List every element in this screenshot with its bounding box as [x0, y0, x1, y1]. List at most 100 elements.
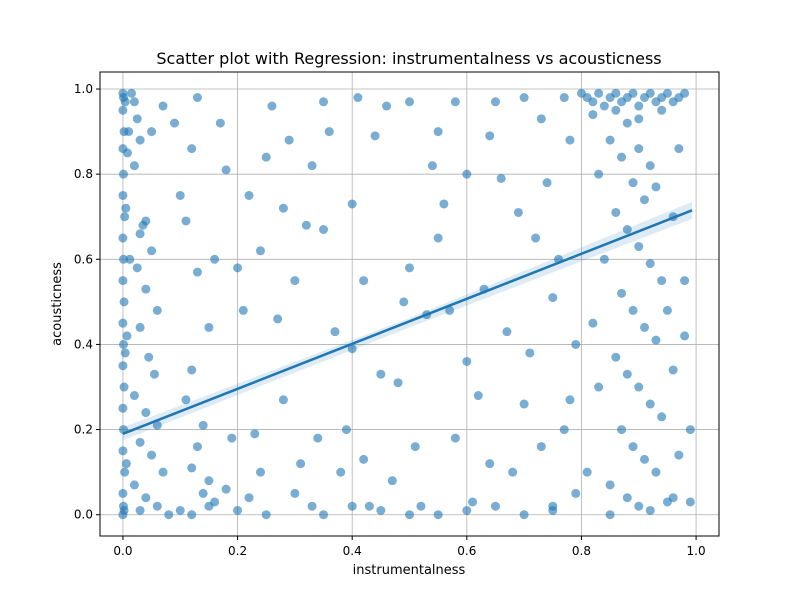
scatter-point [120, 348, 130, 358]
scatter-point [118, 339, 128, 349]
scatter-point [255, 246, 265, 256]
scatter-point [605, 135, 615, 145]
scatter-point [267, 101, 277, 111]
scatter-point [536, 114, 546, 124]
scatter-point [519, 93, 529, 103]
scatter-point [119, 382, 129, 392]
scatter-point [571, 339, 581, 349]
scatter-point [450, 433, 460, 443]
scatter-point [129, 480, 139, 490]
y-tick-label: 0.4 [74, 337, 93, 351]
scatter-point [313, 433, 323, 443]
scatter-point [301, 220, 311, 230]
scatter-point [525, 348, 535, 358]
scatter-point [674, 144, 684, 154]
x-tick-label: 0.0 [113, 544, 132, 558]
scatter-point [204, 322, 214, 332]
scatter-point [628, 178, 638, 188]
scatter-point [634, 501, 644, 511]
scatter-point [221, 165, 231, 175]
scatter-point [121, 203, 131, 213]
scatter-point [433, 233, 443, 243]
scatter-point [599, 101, 609, 111]
scatter-point [617, 152, 627, 162]
scatter-point [450, 97, 460, 107]
scatter-point [192, 267, 202, 277]
scatter-point [135, 437, 145, 447]
scatter-point [118, 446, 128, 456]
scatter-point [462, 356, 472, 366]
x-tick-label: 0.4 [343, 544, 362, 558]
scatter-point [651, 467, 661, 477]
scatter-point [290, 276, 300, 286]
scatter-point [233, 263, 243, 273]
scatter-point [353, 93, 363, 103]
scatter-point [639, 454, 649, 464]
scatter-point [347, 344, 357, 354]
scatter-point [594, 88, 604, 98]
chart-title: Scatter plot with Regression: instrument… [156, 49, 661, 68]
scatter-point [519, 399, 529, 409]
y-tick-label: 0.2 [74, 423, 93, 437]
scatter-point [662, 88, 672, 98]
scatter-point [387, 476, 397, 486]
scatter-point [588, 110, 598, 120]
scatter-point [382, 101, 392, 111]
scatter-point [617, 288, 627, 298]
y-axis-ticks: 0.0 0.2 0.4 0.6 0.8 1.0 [74, 82, 100, 522]
scatter-point [198, 488, 208, 498]
scatter-point [611, 88, 621, 98]
scatter-point [611, 352, 621, 362]
scatter-point [496, 173, 506, 183]
y-tick-label: 1.0 [74, 82, 93, 96]
scatter-point [376, 369, 386, 379]
scatter-point [119, 505, 129, 515]
scatter-point [611, 207, 621, 217]
x-axis-ticks: 0.0 0.2 0.4 0.6 0.8 1.0 [113, 536, 706, 558]
scatter-point [120, 467, 130, 477]
scatter-point [307, 161, 317, 171]
scatter-point [244, 493, 254, 503]
scatter-point [147, 450, 157, 460]
scatter-point [359, 454, 369, 464]
scatter-point [261, 510, 271, 520]
scatter-point [565, 135, 575, 145]
y-axis-label: acousticness [50, 262, 65, 346]
scatter-point [158, 101, 168, 111]
scatter-point [645, 161, 655, 171]
scatter-point [119, 297, 129, 307]
scatter-point [347, 501, 357, 511]
scatter-point [668, 493, 678, 503]
scatter-point [519, 510, 529, 520]
scatter-point [680, 331, 690, 341]
scatter-point [405, 263, 414, 273]
scatter-point [594, 169, 604, 179]
scatter-point [341, 425, 351, 435]
scatter-point [319, 97, 329, 107]
scatter-point [175, 190, 185, 200]
scatter-point [118, 169, 128, 179]
scatter-point [158, 467, 168, 477]
scatter-point [118, 318, 128, 328]
scatter-point [634, 144, 644, 154]
scatter-point [685, 497, 695, 507]
scatter-point [462, 169, 472, 179]
scatter-point [273, 314, 283, 324]
scatter-point [164, 510, 174, 520]
scatter-point [121, 459, 131, 469]
scatter-point [651, 335, 661, 345]
scatter-point [513, 207, 523, 217]
scatter-point [645, 505, 655, 515]
scatter-point [255, 467, 265, 477]
x-tick-label: 0.8 [572, 544, 591, 558]
scatter-point [204, 476, 214, 486]
scatter-point [330, 327, 340, 337]
scatter-point [485, 131, 495, 141]
scatter-point [238, 305, 248, 315]
scatter-point [141, 284, 151, 294]
scatter-point [147, 246, 157, 256]
scatter-point [680, 276, 690, 286]
scatter-point [433, 127, 443, 137]
scatter-point [192, 442, 202, 452]
